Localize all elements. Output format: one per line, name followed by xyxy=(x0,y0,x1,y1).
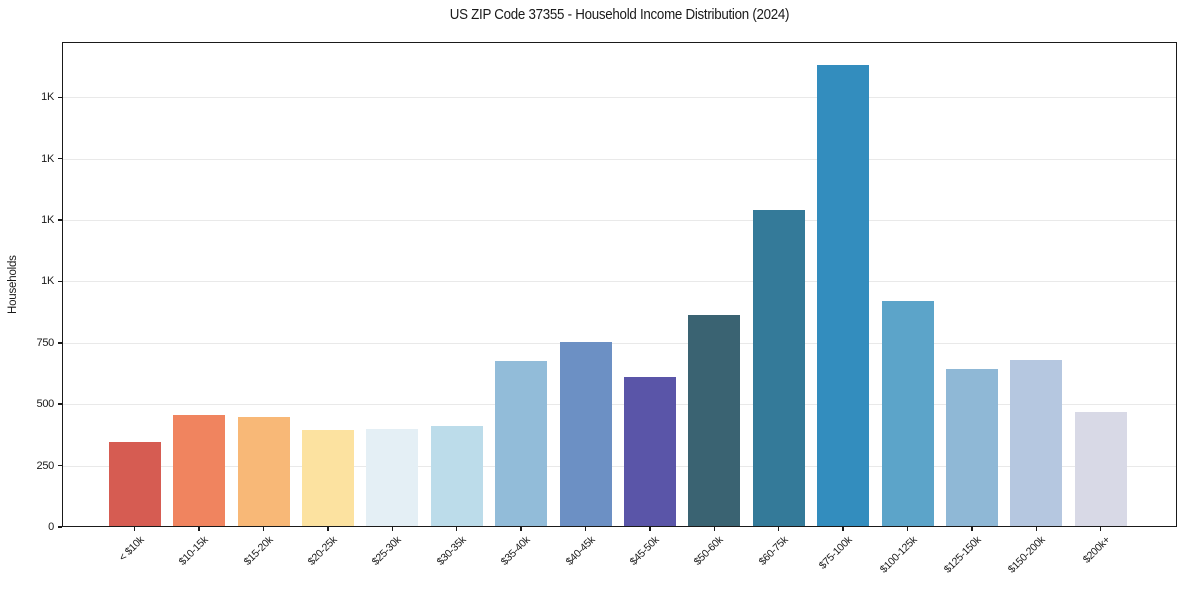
y-tick-label: 0 xyxy=(48,521,54,533)
bar-$200k+ xyxy=(1074,411,1127,527)
y-tick-label: 250 xyxy=(36,459,55,472)
gridline xyxy=(62,404,1177,406)
plot-area xyxy=(62,42,1177,527)
bar-$150-200k xyxy=(1010,360,1063,527)
gridline xyxy=(62,281,1177,283)
x-tick-mark xyxy=(584,527,587,531)
x-tick-label: $125-150k xyxy=(941,534,984,576)
bar-$60-75k xyxy=(752,210,805,527)
y-tick-label: 1K xyxy=(41,91,54,104)
bar-$35-40k xyxy=(495,361,548,527)
x-tick-mark xyxy=(198,527,200,531)
y-tick-mark xyxy=(57,403,62,405)
y-tick-mark xyxy=(57,342,62,344)
gridline xyxy=(62,97,1177,99)
bar-$40-45k xyxy=(559,341,612,527)
gridline xyxy=(62,342,1177,344)
bar-$30-35k xyxy=(430,426,483,527)
x-tick-mark xyxy=(649,527,651,531)
y-tick-label: 500 xyxy=(36,398,55,411)
x-tick-mark xyxy=(391,527,394,531)
x-tick-label: $15-20k xyxy=(241,534,275,568)
x-tick-mark xyxy=(1099,527,1102,531)
gridline xyxy=(62,220,1177,222)
bar-$20-25k xyxy=(301,430,354,527)
x-tick-mark xyxy=(455,527,458,531)
x-tick-label: $25-30k xyxy=(369,534,404,568)
bar-$15-20k xyxy=(237,416,290,527)
x-tick-label: $50-60k xyxy=(691,534,726,568)
x-tick-label: $45-50k xyxy=(627,534,662,568)
bar-$10-15k xyxy=(173,415,226,527)
bar-$25-30k xyxy=(366,428,419,527)
y-tick-mark xyxy=(57,526,62,528)
x-tick-label: $75-100k xyxy=(816,534,855,572)
y-tick-label: 1K xyxy=(41,214,54,227)
x-tick-label: $10-15k xyxy=(176,534,211,568)
x-tick-label: $150-200k xyxy=(1006,534,1048,576)
bar-$125-150k xyxy=(945,368,998,527)
y-tick-label: 750 xyxy=(36,336,55,349)
gridline xyxy=(62,158,1177,160)
x-tick-label: $20-25k xyxy=(305,534,340,568)
x-tick-mark xyxy=(262,527,265,531)
y-tick-mark xyxy=(57,219,62,221)
y-tick-mark xyxy=(57,157,62,160)
bar-< $10k xyxy=(108,442,161,527)
x-tick-mark xyxy=(971,527,973,531)
y-tick-mark xyxy=(57,96,62,98)
x-tick-label: $40-45k xyxy=(563,534,597,568)
x-tick-mark xyxy=(133,527,136,531)
x-tick-label: $60-75k xyxy=(756,534,791,568)
x-tick-label: < $10k xyxy=(116,534,147,564)
x-tick-mark xyxy=(520,527,522,531)
bar-$50-60k xyxy=(688,314,741,527)
x-tick-mark xyxy=(713,527,716,531)
y-axis-label: Households xyxy=(7,255,19,314)
y-tick-label: 1K xyxy=(41,275,54,288)
x-tick-label: $100-125k xyxy=(877,534,919,576)
y-tick-mark xyxy=(57,280,62,283)
x-tick-mark xyxy=(327,527,329,531)
x-tick-mark xyxy=(842,527,844,531)
chart-title: US ZIP Code 37355 - Household Income Dis… xyxy=(449,7,790,23)
x-tick-mark xyxy=(906,527,909,531)
bar-$45-50k xyxy=(623,377,676,527)
x-tick-label: $200k+ xyxy=(1080,534,1113,566)
x-tick-mark xyxy=(777,527,780,531)
bar-$100-125k xyxy=(881,301,934,527)
y-tick-mark xyxy=(57,464,62,467)
x-tick-mark xyxy=(1035,527,1038,531)
x-tick-label: $35-40k xyxy=(498,534,533,568)
bar-$75-100k xyxy=(817,65,870,527)
x-tick-label: $30-35k xyxy=(434,534,469,568)
gridline xyxy=(62,465,1177,467)
y-tick-label: 1K xyxy=(41,152,54,165)
